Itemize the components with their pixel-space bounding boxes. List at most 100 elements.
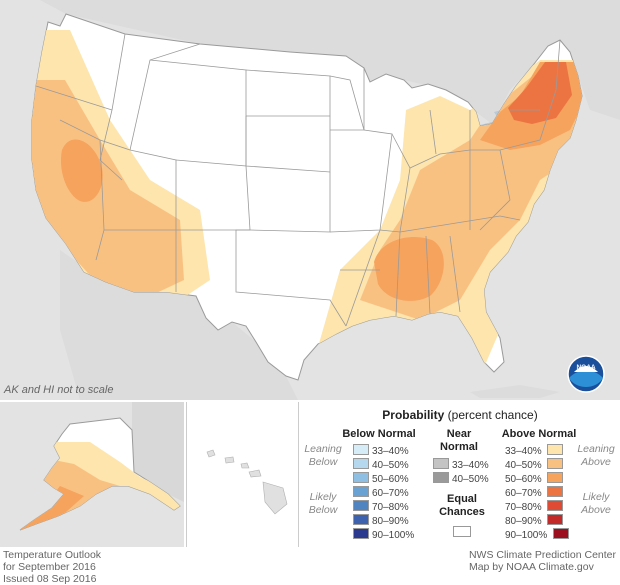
legend-title: Probability (percent chance) [299,408,620,422]
equal-chances-heading: Equal Chances [429,493,495,519]
ne-above-60-70 [508,62,572,124]
leaning-below-label: Leaning Below [301,443,345,469]
below-item-6: 80–90% [353,514,409,527]
canada-west-landmass [132,402,184,502]
above-item-5: 70–80% [505,500,566,513]
near-swatch-2 [433,472,449,483]
below-item-1: 33–40% [353,444,409,457]
below-swatch-5 [353,500,369,511]
below-label-7: 90–100% [372,530,415,541]
below-normal-heading: Below Normal [342,428,416,440]
leaning-below-line-2: Below [308,456,338,468]
above-swatch-5 [547,500,564,511]
footer-left: Temperature Outlook for September 2016 I… [3,549,101,585]
above-label-2: 40–50% [505,460,542,471]
near-normal-line-1: Near [446,428,472,440]
state-borders [35,33,561,327]
above-label-4: 60–70% [505,488,542,499]
below-label-3: 50–60% [372,474,409,485]
legend-title-bold: Probability [382,408,445,422]
footer-right: NWS Climate Prediction Center Map by NOA… [469,549,616,573]
west-above-40-50 [32,80,184,296]
above-swatch-3 [547,472,564,483]
likely-below-label: Likely Below [301,491,345,517]
noaa-logo: NOAA [567,355,605,393]
likely-below-line-1: Likely [309,491,337,503]
nv-above-50-60 [60,139,103,202]
equal-chances-line-1: Equal [447,493,477,505]
above-swatch-6 [547,514,564,525]
leaning-above-label: Leaning Above [573,443,619,469]
above-normal-heading: Above Normal [501,428,577,440]
below-label-6: 80–90% [372,516,409,527]
below-item-3: 50–60% [353,472,409,485]
near-label-1: 33–40% [452,460,489,471]
conus-map: NOAA AK and HI not to scale [0,0,620,400]
leaning-below-line-1: Leaning [304,443,342,455]
likely-above-line-2: Above [581,504,611,516]
noaa-logo-text: NOAA [576,364,595,371]
near-normal-heading: Near Normal [429,428,489,454]
below-swatch-1 [353,444,369,455]
equal-chances-swatch-wrap [453,523,474,541]
hawaii-map-graphic [206,449,288,515]
likely-above-label: Likely Above [573,491,619,517]
forecast-shading [32,30,582,380]
cuba-landmass [470,385,560,398]
above-swatch-1 [547,444,564,455]
leaning-above-line-2: Above [581,456,611,468]
se-above-50-60 [374,236,444,301]
likely-above-line-1: Likely [582,491,610,503]
outlook-title: Temperature Outlook [3,549,102,561]
below-item-7: 90–100% [353,528,414,541]
above-swatch-7 [553,528,570,539]
below-swatch-6 [353,514,369,525]
legend: Probability (percent chance) Below Norma… [298,402,620,547]
above-item-4: 60–70% [505,486,566,499]
canada-landmass [0,0,620,124]
leaning-above-line-1: Leaning [577,443,615,455]
near-swatch-1 [433,458,449,469]
below-item-4: 60–70% [353,486,409,499]
equal-chances-line-2: Chances [439,506,485,518]
above-item-2: 40–50% [505,458,566,471]
above-label-3: 50–60% [505,474,542,485]
mexico-landmass [60,250,298,400]
above-swatch-2 [547,458,564,469]
above-item-3: 50–60% [505,472,566,485]
below-swatch-3 [353,472,369,483]
source-credit: NWS Climate Prediction Center [468,549,616,561]
below-item-5: 70–80% [353,500,409,513]
below-label-1: 33–40% [372,446,409,457]
below-swatch-4 [353,486,369,497]
conus-map-graphic: NOAA [0,0,620,400]
below-swatch-7 [353,528,369,539]
above-item-1: 33–40% [505,444,566,457]
below-label-4: 60–70% [372,488,409,499]
near-item-1: 33–40% [433,458,489,471]
above-label-7: 90–100% [505,530,548,541]
above-label-1: 33–40% [505,446,542,457]
near-normal-line-2: Normal [440,441,478,453]
below-label-5: 70–80% [372,502,409,513]
scale-note: AK and HI not to scale [4,384,114,396]
hawaii-islands [206,449,288,515]
alaska-map-graphic [19,402,184,531]
legend-title-rest: (percent chance) [447,408,538,422]
map-credit: Map by NOAA Climate.gov [468,561,594,573]
near-label-2: 40–50% [452,474,489,485]
above-swatch-4 [547,486,564,497]
hawaii-inset [186,402,297,547]
likely-below-line-2: Below [308,504,338,516]
below-item-2: 40–50% [353,458,409,471]
below-swatch-2 [353,458,369,469]
above-item-6: 80–90% [505,514,566,527]
equal-chances-swatch [453,526,471,537]
issue-date: Issued 08 Sep 2016 [3,573,97,585]
above-label-5: 70–80% [505,502,542,513]
alaska-inset [0,402,184,547]
above-label-6: 80–90% [505,516,542,527]
ak-above-50-60 [20,486,84,530]
above-item-7: 90–100% [505,528,572,541]
outlook-period: for September 2016 [3,561,96,573]
